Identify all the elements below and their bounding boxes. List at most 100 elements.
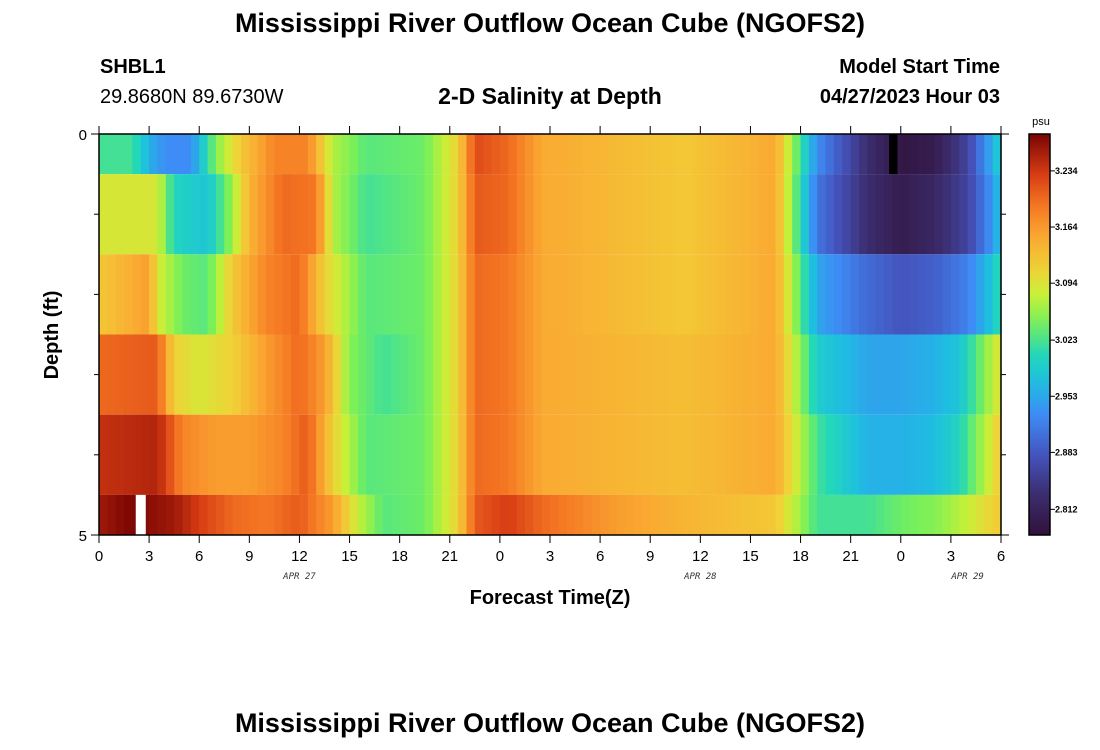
heatmap-cell: [374, 134, 384, 175]
heatmap-cell: [917, 334, 927, 415]
heatmap-cell: [124, 134, 134, 175]
heatmap-cell: [575, 254, 585, 335]
heatmap-cell: [299, 254, 309, 335]
heatmap-cell: [859, 254, 868, 335]
heatmap-cell: [115, 134, 125, 175]
heatmap-cell: [591, 174, 601, 255]
heatmap-cell: [575, 174, 585, 255]
heatmap-cell: [675, 414, 685, 495]
heatmap-cell: [959, 134, 969, 175]
heatmap-cell: [149, 494, 159, 535]
heatmap-cell: [165, 334, 175, 415]
heatmap-cell: [349, 334, 359, 415]
heatmap-cell: [533, 134, 543, 175]
heatmap-cell: [909, 414, 919, 495]
heatmap-cell: [666, 254, 676, 335]
heatmap-cell: [291, 174, 301, 255]
heatmap-cell: [316, 494, 326, 535]
heatmap-cell: [391, 494, 401, 535]
heatmap-cell: [984, 414, 994, 495]
heatmap-cell: [391, 134, 401, 175]
heatmap-cell: [558, 334, 568, 415]
heatmap-cell: [357, 414, 367, 495]
heatmap-cell: [925, 494, 935, 535]
heatmap-cell: [257, 254, 267, 335]
heatmap-cell: [633, 254, 643, 335]
heatmap-cell: [491, 134, 501, 175]
heatmap-cell: [441, 334, 451, 415]
heatmap-cell: [666, 134, 676, 175]
heatmap-cell: [266, 494, 275, 535]
heatmap-cell: [975, 254, 985, 335]
heatmap-cell: [550, 134, 559, 175]
heatmap-cell: [349, 134, 359, 175]
heatmap-cell: [190, 494, 200, 535]
heatmap-cell: [867, 134, 877, 175]
heatmap-cell: [875, 134, 885, 175]
heatmap-cell: [458, 134, 468, 175]
heatmap-cell: [232, 414, 242, 495]
heatmap-cell: [140, 334, 150, 415]
heatmap-cell: [299, 134, 309, 175]
heatmap-cell: [641, 254, 651, 335]
heatmap-cell: [408, 414, 417, 495]
heatmap-cell: [792, 334, 802, 415]
footer-title: Mississippi River Outflow Ocean Cube (NG…: [234, 708, 866, 738]
heatmap-cell: [550, 174, 559, 255]
heatmap-cell: [691, 254, 701, 335]
heatmap-cell: [742, 174, 752, 255]
heatmap-cell: [742, 494, 752, 535]
x-date-label: APR 29: [950, 572, 984, 582]
x-tick-label: 12: [692, 548, 709, 565]
heatmap-cell: [600, 254, 610, 335]
heatmap-cell: [491, 494, 501, 535]
heatmap-cell: [817, 134, 827, 175]
heatmap-cell: [140, 134, 150, 175]
heatmap-cell: [483, 494, 493, 535]
heatmap-cell: [349, 414, 359, 495]
heatmap-cell: [942, 174, 952, 255]
heatmap-cell: [424, 334, 434, 415]
heatmap-cell: [934, 414, 944, 495]
heatmap-cell: [783, 414, 793, 495]
heatmap-cell: [984, 334, 994, 415]
heatmap-cell: [149, 174, 159, 255]
heatmap-cell: [508, 334, 518, 415]
heatmap-cell: [717, 414, 726, 495]
heatmap-cell: [650, 134, 660, 175]
heatmap-cell: [808, 134, 818, 175]
heatmap-cell: [884, 334, 894, 415]
heatmap-cell: [950, 414, 960, 495]
heatmap-cell: [758, 334, 768, 415]
heatmap-cell: [942, 334, 952, 415]
heatmap-cell: [884, 414, 894, 495]
heatmap-cell: [725, 174, 735, 255]
heatmap-cell: [399, 494, 409, 535]
heatmap-cell: [132, 134, 142, 175]
heatmap-cell: [850, 134, 860, 175]
heatmap-cell: [975, 494, 985, 535]
heatmap-cell: [249, 494, 259, 535]
heatmap-cell: [909, 174, 919, 255]
heatmap-cell: [332, 254, 342, 335]
heatmap-cell: [199, 334, 209, 415]
heatmap-cell: [575, 414, 585, 495]
heatmap-gap-cell: [135, 494, 146, 535]
heatmap-cell: [767, 494, 777, 535]
heatmap-cell: [524, 134, 534, 175]
heatmap-cell: [449, 334, 459, 415]
heatmap-cell: [925, 134, 935, 175]
heatmap-cell: [608, 414, 618, 495]
heatmap-cell: [950, 254, 960, 335]
heatmap-cell: [282, 174, 292, 255]
heatmap-cell: [524, 494, 534, 535]
x-tick-label: 9: [646, 548, 654, 565]
heatmap-cell: [274, 334, 284, 415]
heatmap-cell: [157, 174, 167, 255]
station-coordinates: 29.8680N 89.6730W: [100, 86, 284, 108]
heatmap-cell: [416, 174, 426, 255]
heatmap-cell: [909, 254, 919, 335]
heatmap-cell: [416, 254, 426, 335]
heatmap-cell: [199, 494, 209, 535]
heatmap-cell: [499, 134, 509, 175]
